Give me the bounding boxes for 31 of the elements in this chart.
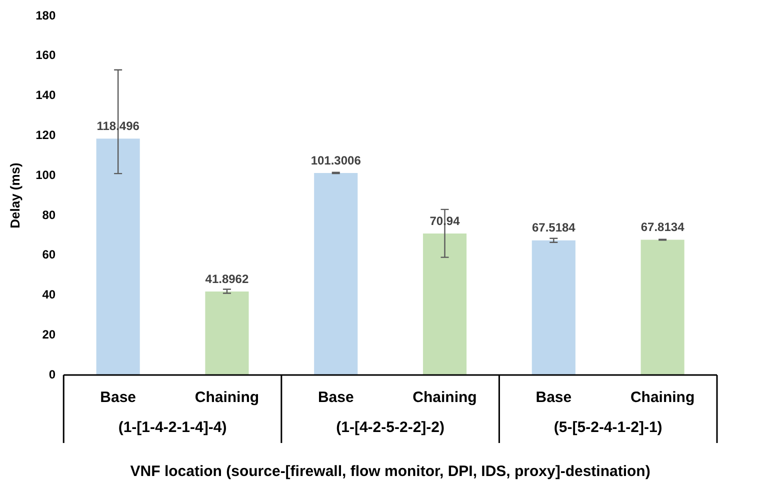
y-tick-label: 0 xyxy=(48,367,56,382)
bar xyxy=(205,291,249,375)
x-tick-label: Base xyxy=(100,389,136,406)
x-axis-title: VNF location (source-[firewall, flow monitor, DPI, IDS, proxy]-destination) xyxy=(130,463,650,480)
y-tick-label: 120 xyxy=(36,128,56,142)
x-tick-label: Base xyxy=(318,389,354,406)
text: (5-[5-2-4-1-2]-1) xyxy=(554,419,662,436)
data-label: 101.3006 xyxy=(310,153,362,168)
x-tick-label: Base xyxy=(536,389,572,406)
text: (1-[1-4-2-1-4]-4) xyxy=(118,419,227,436)
y-tick-label: 20 xyxy=(42,327,56,342)
bar xyxy=(96,138,140,375)
x-tick-label: Chaining xyxy=(630,389,695,406)
bar xyxy=(640,240,684,375)
y-tick-label: 60 xyxy=(42,248,56,262)
data-label: 67.8134 xyxy=(640,220,685,234)
data-label: 67.5184 xyxy=(532,220,576,235)
bar xyxy=(532,240,576,375)
bar xyxy=(314,172,358,375)
y-tick-label: 80 xyxy=(42,208,56,222)
x-tick-label: Chaining xyxy=(412,389,477,406)
x-tick-label: Chaining xyxy=(194,389,260,406)
y-tick-label: 100 xyxy=(36,168,56,182)
data-label: 41.8962 xyxy=(205,272,249,286)
bar xyxy=(422,234,467,375)
y-tick-label: 140 xyxy=(36,88,56,102)
y-axis-title: Delay (ms) xyxy=(7,162,22,228)
y-tick-label: 160 xyxy=(36,48,56,62)
y-tick-label: 40 xyxy=(42,288,56,302)
y-tick-label: 180 xyxy=(36,8,56,22)
text: (1-[4-2-5-2-2]-2) xyxy=(336,419,444,436)
